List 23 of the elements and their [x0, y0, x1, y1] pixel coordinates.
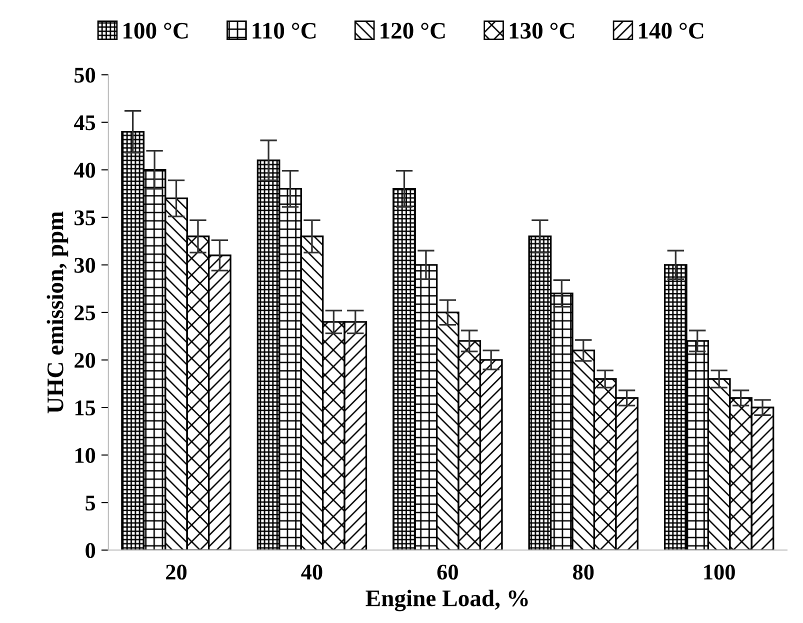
- y-axis-title: UHC emission, ppm: [46, 211, 68, 414]
- legend-label: 110 °C: [252, 22, 316, 39]
- y-tick-label: 10: [75, 448, 96, 463]
- x-axis-title: Engine Load, %: [366, 590, 528, 612]
- y-tick-label: 20: [74, 352, 96, 368]
- x-tick-label: 20: [166, 564, 187, 580]
- y-tick-label: 25: [74, 305, 96, 320]
- x-tick-label: 60: [437, 564, 458, 580]
- legend-label: 130 °C: [510, 22, 574, 39]
- y-tick-label: 5: [86, 496, 96, 511]
- x-tick-label: 40: [301, 564, 322, 580]
- y-tick-label: 30: [74, 258, 96, 273]
- y-tick-label: 45: [74, 115, 96, 130]
- y-tick-label: 50: [74, 68, 96, 83]
- legend-label: 120 °C: [380, 22, 445, 39]
- x-tick-label: 100: [704, 564, 735, 580]
- y-tick-label: 35: [74, 210, 96, 226]
- y-tick-label: 40: [74, 162, 96, 178]
- x-tick-label: 80: [573, 564, 594, 580]
- legend-label: 140 °C: [639, 22, 704, 39]
- y-tick-label: 15: [75, 400, 96, 416]
- legend-label: 100 °C: [124, 22, 188, 39]
- y-tick-label: 0: [86, 543, 96, 558]
